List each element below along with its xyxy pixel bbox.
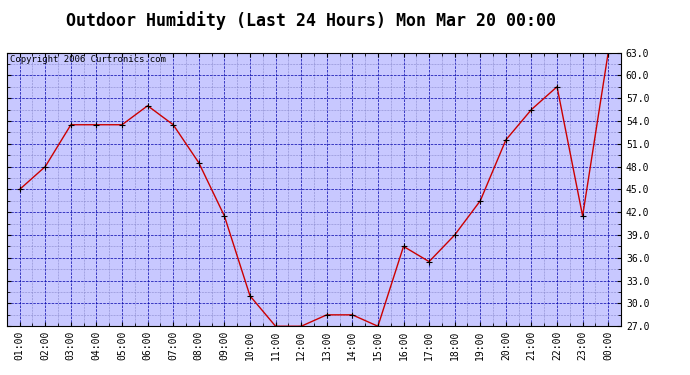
Text: Outdoor Humidity (Last 24 Hours) Mon Mar 20 00:00: Outdoor Humidity (Last 24 Hours) Mon Mar… xyxy=(66,11,555,30)
Text: Copyright 2006 Curtronics.com: Copyright 2006 Curtronics.com xyxy=(10,55,166,64)
